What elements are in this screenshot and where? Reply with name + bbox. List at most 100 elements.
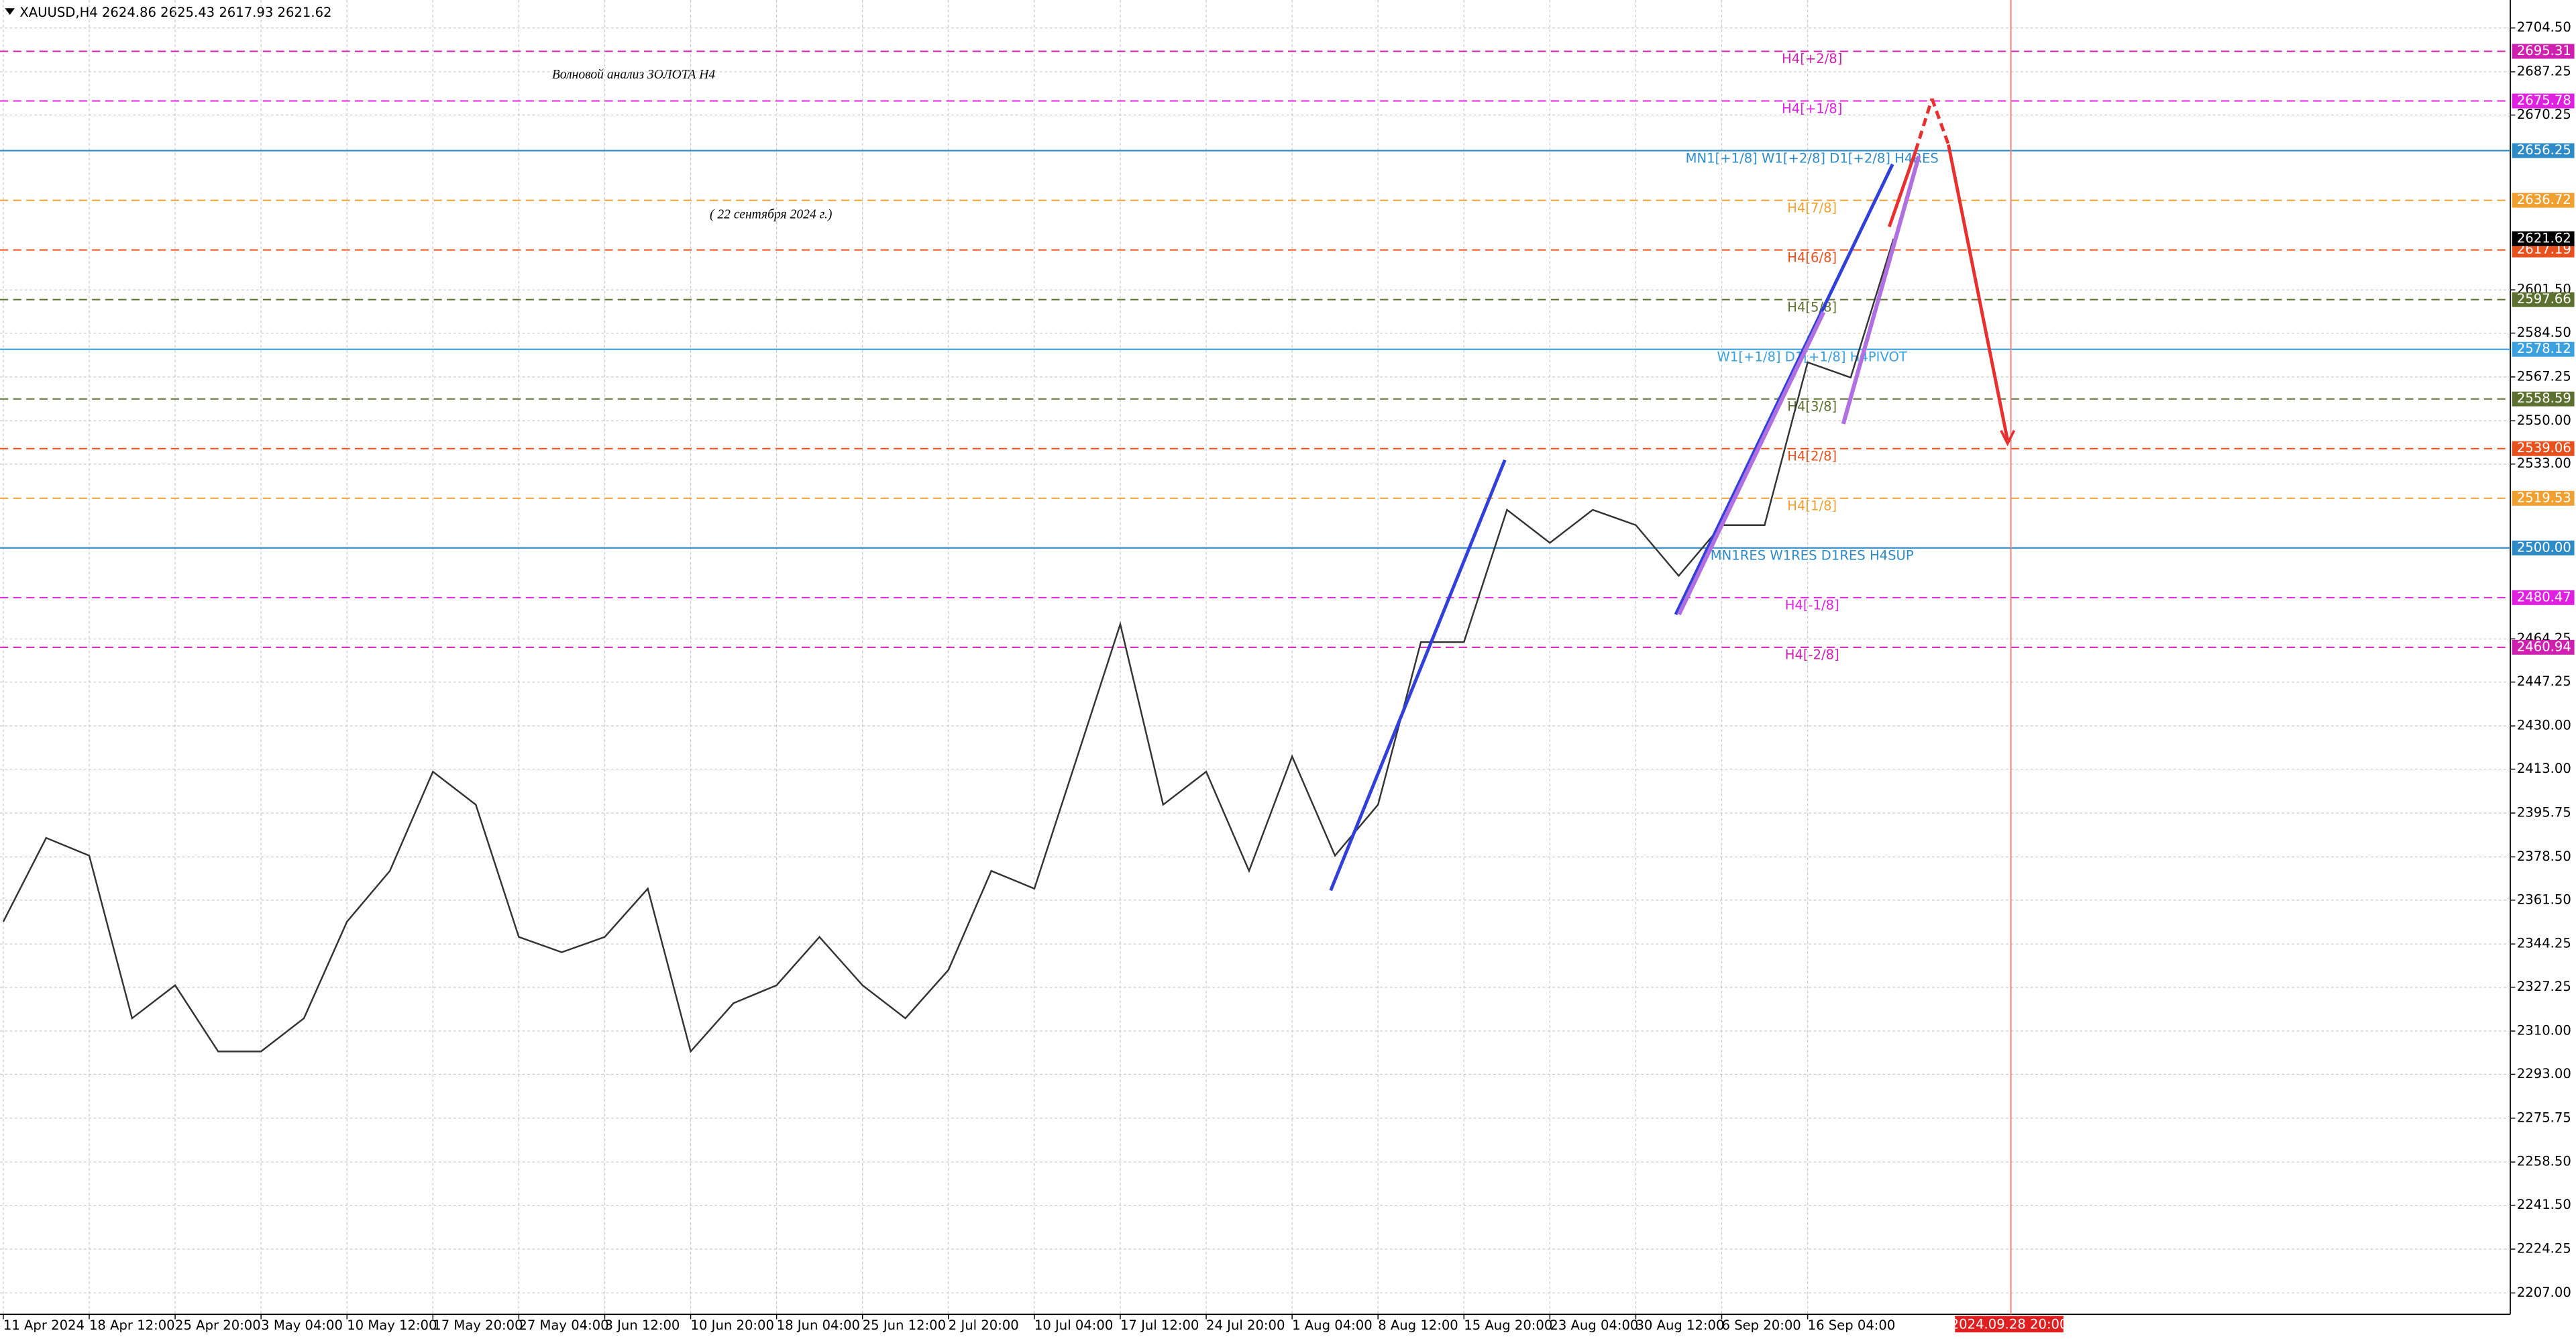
level-badge: [2512, 143, 2575, 158]
price-line: [2, 238, 1894, 1053]
x-tick-label: 16 Sep 04:00: [1808, 1318, 1896, 1333]
x-tick-label: 2 Jul 20:00: [949, 1318, 1019, 1333]
x-tick-label: 27 May 04:00: [519, 1318, 608, 1333]
annotations: [1329, 98, 2016, 892]
level-badge: [2512, 242, 2575, 258]
x-tick-label: 24 Jul 20:00: [1206, 1318, 1285, 1333]
level-name: H4[+1/8]: [1782, 101, 1842, 116]
level-badge: [2512, 341, 2575, 357]
level-price: 2480.47: [2517, 589, 2571, 604]
level-name: H4[1/8]: [1787, 498, 1837, 514]
x-tick-label: 10 Jul 04:00: [1034, 1318, 1113, 1333]
y-tick-label: 2241.50: [2517, 1197, 2571, 1212]
level-badge: [2512, 391, 2575, 407]
current-price-label: 2621.62: [2517, 230, 2571, 246]
header: XAUUSD,H4 2624.86 2625.43 2617.93 2621.6…: [19, 5, 331, 20]
level-name: W1[+1/8] D1[+1/8] H4PIVOT: [1717, 349, 1908, 364]
arrow: [1888, 150, 1917, 227]
level-name: H4[5/8]: [1787, 299, 1837, 315]
level-badge: [2512, 44, 2575, 59]
level-price: 2558.59: [2517, 390, 2571, 406]
level-name: H4[6/8]: [1787, 250, 1837, 265]
time-marker-badge: [1955, 1316, 2063, 1333]
level-badge: [2512, 540, 2575, 555]
current-price-badge: [2512, 231, 2575, 246]
x-tick-label: 15 Aug 20:00: [1464, 1318, 1552, 1333]
level-name: H4[+2/8]: [1782, 51, 1842, 66]
level-price: 2695.31: [2517, 43, 2571, 58]
y-tick-label: 2413.00: [2517, 761, 2571, 776]
y-tick-label: 2533.00: [2517, 456, 2571, 471]
level-name: H4[-1/8]: [1785, 598, 1839, 613]
arrow: [1914, 98, 1934, 152]
level-price: 2500.00: [2517, 539, 2571, 555]
level-price: 2578.12: [2517, 341, 2571, 356]
x-tick-label: 10 May 12:00: [347, 1318, 437, 1333]
arrow: [1930, 98, 1950, 146]
level-name: MN1[+1/8] W1[+2/8] D1[+2/8] H4RES: [1686, 150, 1939, 166]
x-tick-label: 30 Aug 12:00: [1635, 1318, 1724, 1333]
y-tick-label: 2327.25: [2517, 979, 2571, 994]
y-tick-label: 2310.00: [2517, 1022, 2571, 1038]
level-badge: [2512, 639, 2575, 655]
level-badge: [2512, 292, 2575, 307]
header-arrow: [5, 8, 15, 15]
y-tick-label: 2395.75: [2517, 804, 2571, 820]
x-tick-label: 1 Aug 04:00: [1292, 1318, 1373, 1333]
x-tick-label: 3 May 04:00: [261, 1318, 343, 1333]
x-tick-label: 10 Jun 20:00: [691, 1318, 774, 1333]
y-tick-label: 2447.25: [2517, 674, 2571, 689]
level-name: MN1RES W1RES D1RES H4SUP: [1711, 548, 1914, 564]
x-tick-label: 18 Jun 04:00: [777, 1318, 860, 1333]
level-price: 2636.72: [2517, 192, 2571, 207]
y-tick-label: 2567.25: [2517, 368, 2571, 384]
level-badge: [2512, 193, 2575, 208]
chart-subtitle: ( 22 сентября 2024 г.): [710, 207, 832, 221]
chart-title: Волновой анализ ЗОЛОТА H4: [552, 68, 716, 82]
level-price: 2519.53: [2517, 490, 2571, 505]
y-tick-label: 2704.50: [2517, 19, 2571, 35]
level-name: H4[7/8]: [1787, 200, 1837, 215]
level-name: H4[-2/8]: [1785, 647, 1839, 663]
y-tick-label: 2687.25: [2517, 64, 2571, 79]
y-tick-label: 2430.00: [2517, 718, 2571, 733]
x-tick-label: 25 Apr 20:00: [175, 1318, 261, 1333]
x-tick-label: 6 Sep 20:00: [1722, 1318, 1801, 1333]
level-name: H4[2/8]: [1787, 448, 1837, 464]
y-tick-label: 2275.75: [2517, 1110, 2571, 1125]
level-price: 2675.78: [2517, 93, 2571, 108]
level-badge: [2512, 441, 2575, 456]
x-tick-label: 18 Apr 12:00: [89, 1318, 175, 1333]
level-price: 2597.66: [2517, 291, 2571, 307]
channel-line: [1841, 155, 1921, 425]
level-price: 2460.94: [2517, 639, 2571, 654]
wave-line: [1674, 163, 1894, 616]
y-tick-label: 2670.25: [2517, 107, 2571, 122]
x-tick-label: 17 May 20:00: [433, 1318, 523, 1333]
y-tick-label: 2207.00: [2517, 1285, 2571, 1300]
x-tick-label: 3 Jun 12:00: [604, 1318, 680, 1333]
y-tick-label: 2550.00: [2517, 413, 2571, 428]
level-badge: [2512, 490, 2575, 506]
arrow: [1947, 144, 2010, 441]
wave-line: [1329, 459, 1507, 892]
y-tick-label: 2378.50: [2517, 849, 2571, 864]
y-tick-label: 2224.25: [2517, 1241, 2571, 1256]
x-tick-label: 8 Aug 12:00: [1378, 1318, 1458, 1333]
y-tick-label: 2293.00: [2517, 1066, 2571, 1081]
level-price: 2539.06: [2517, 440, 2571, 456]
level-badge: [2512, 93, 2575, 109]
y-tick-label: 2258.50: [2517, 1154, 2571, 1169]
level-price: 2656.25: [2517, 142, 2571, 158]
x-tick-label: 11 Apr 2024: [3, 1318, 85, 1333]
y-tick-label: 2584.50: [2517, 325, 2571, 340]
arrow-head: [2000, 429, 2016, 447]
channel-line: [1677, 311, 1826, 616]
time-marker-label: 2024.09.28 20:00: [1951, 1317, 2068, 1332]
y-tick-label: 2361.50: [2517, 892, 2571, 907]
level-badge: [2512, 590, 2575, 605]
x-tick-label: 23 Aug 04:00: [1550, 1318, 1638, 1333]
